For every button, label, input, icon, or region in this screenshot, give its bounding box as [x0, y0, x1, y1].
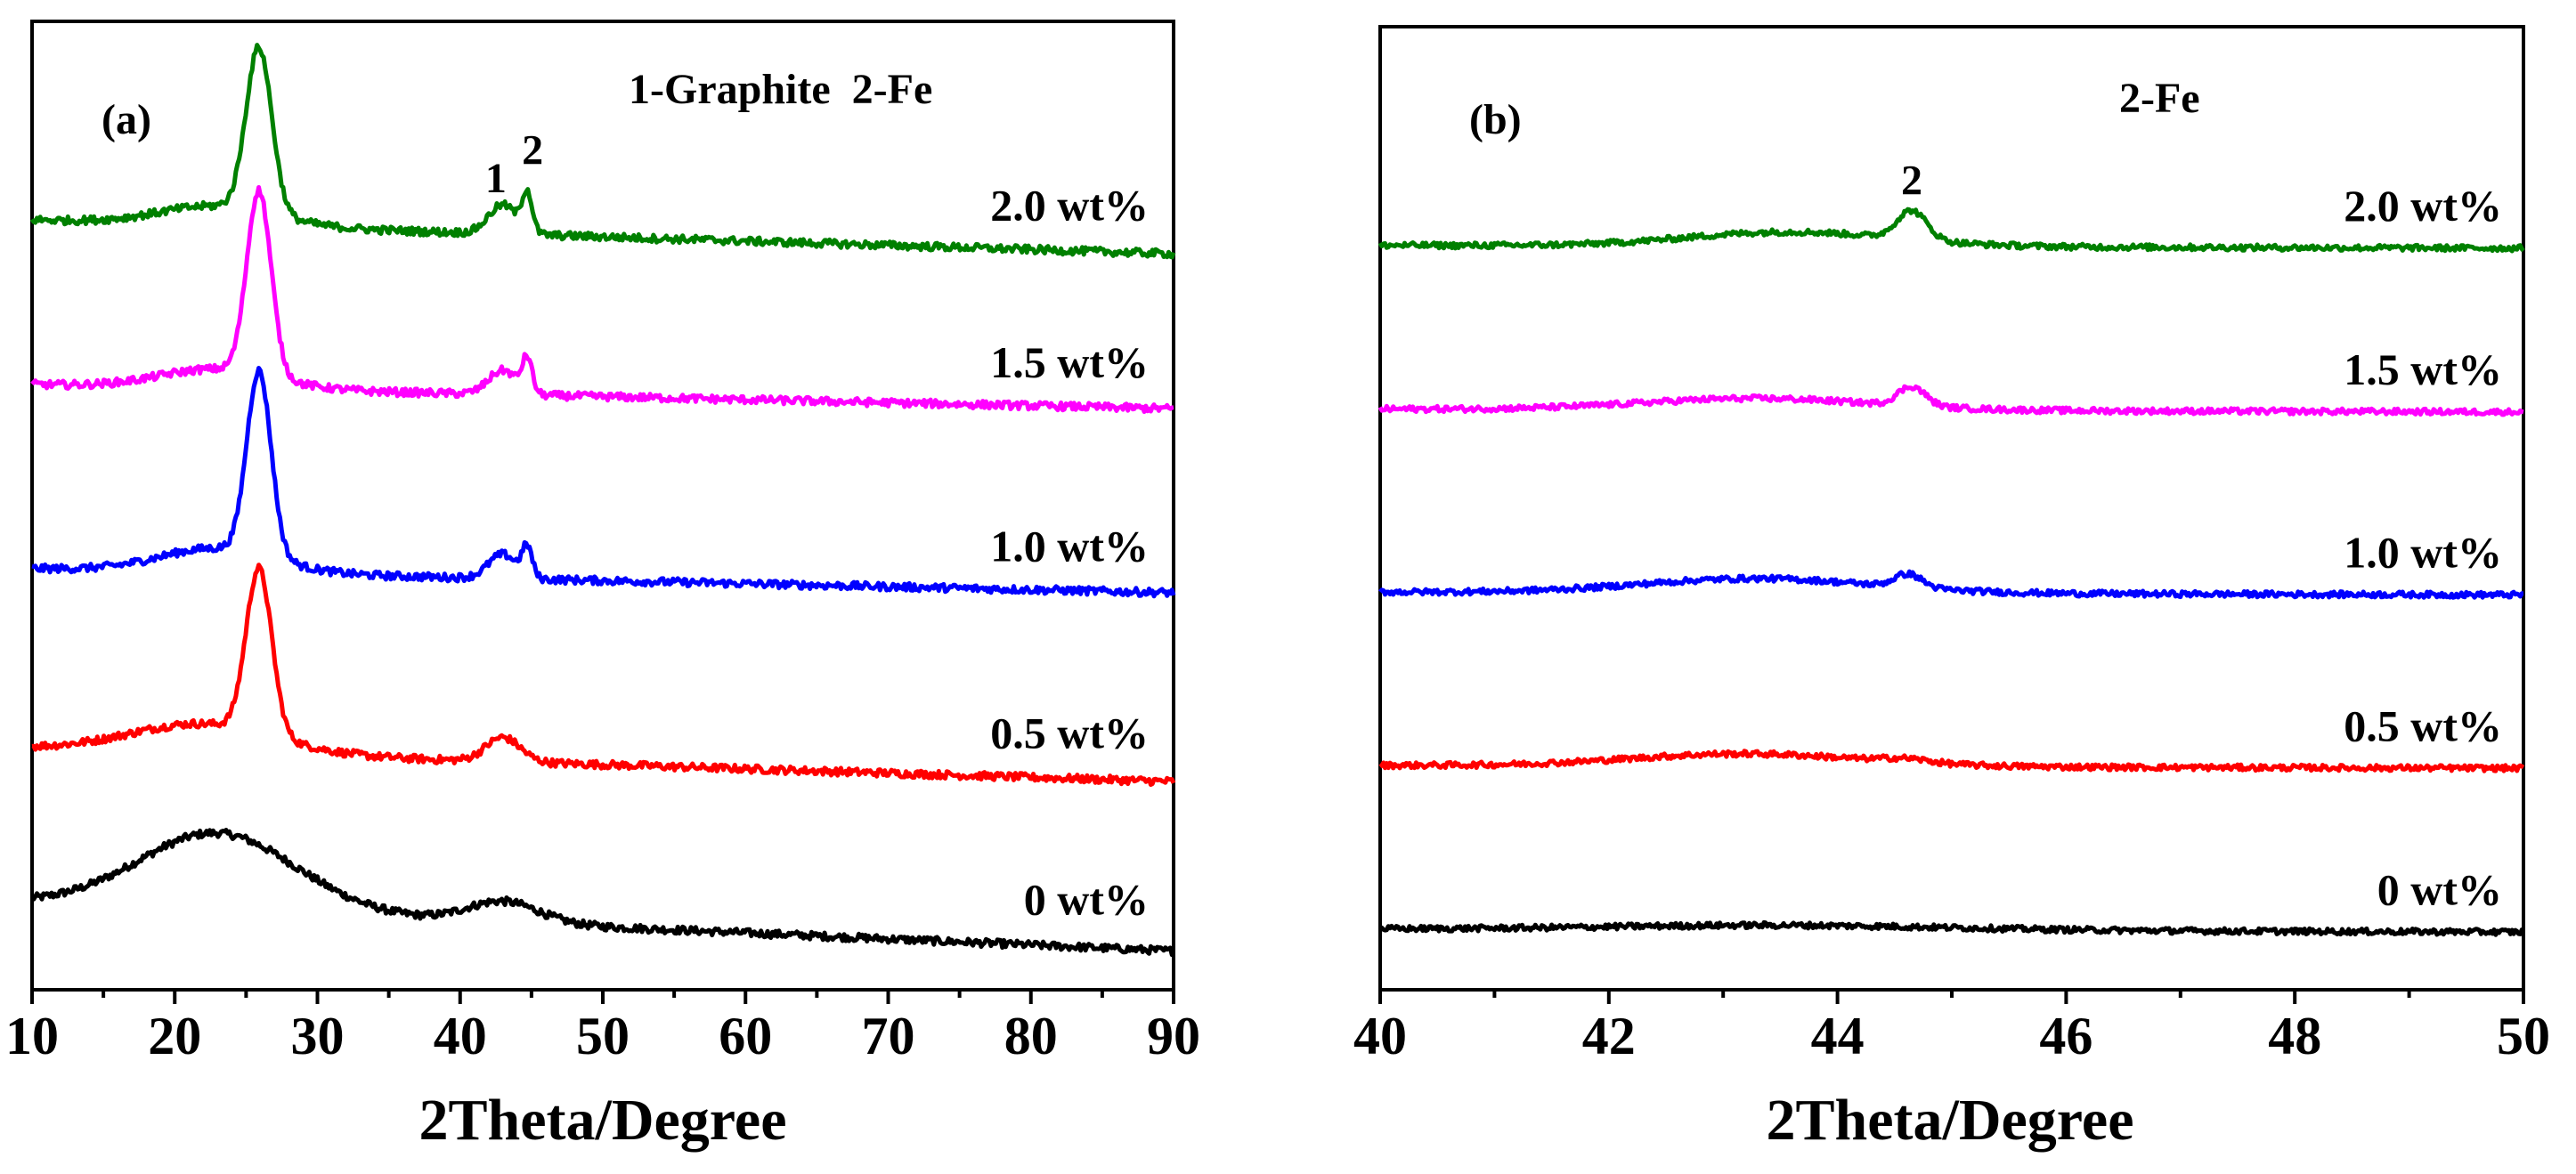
x-tick-label: 50 [576, 1007, 630, 1065]
series-label: 2.0 wt% [990, 181, 1149, 231]
panel-b: 40 42 44 46 48 50 0 wt% 0.5 wt% 1.0 wt% 1.5 wt% 2… [1353, 25, 2550, 1153]
x-tick-label: 42 [1582, 1007, 1636, 1065]
x-tick-label: 20 [148, 1007, 201, 1065]
series-line-0-5-wt- [31, 563, 1176, 787]
x-tick-label: 46 [2039, 1007, 2092, 1065]
peak-label: 1 [485, 155, 507, 202]
series-label: 1.0 wt% [990, 521, 1149, 571]
panel-a: 10 20 30 40 50 60 70 80 90 0 wt% 0.5 wt% 1.0 wt% 1.… [5, 20, 1200, 1153]
panel-a-legend-text: 1-Graphite 2-Fe [629, 66, 932, 113]
series-line-0-wt- [1377, 919, 2525, 937]
series-line-1-5-wt- [30, 185, 1174, 414]
series-label: 1.5 wt% [990, 337, 1149, 387]
panel-a-traces [29, 43, 1176, 958]
panel-a-x-axis-label: 2Theta/Degree [419, 1088, 787, 1153]
series-label: 1.0 wt% [2344, 528, 2502, 578]
panel-b-series-labels: 0 wt% 0.5 wt% 1.0 wt% 1.5 wt% 2.0 wt% [2344, 181, 2502, 914]
series-label: 0 wt% [1024, 875, 1149, 925]
series-line-1-5-wt- [1377, 384, 2524, 417]
series-label: 0.5 wt% [2344, 700, 2502, 750]
panel-a-peak-labels: 112 [485, 126, 543, 202]
panel-b-frame [1378, 25, 2525, 992]
series-line-2-0-wt- [1377, 206, 2525, 254]
x-tick-label: 40 [434, 1007, 487, 1065]
panel-b-x-axis-label: 2Theta/Degree [1767, 1088, 2134, 1153]
x-tick-label: 50 [2497, 1007, 2550, 1065]
panel-b-ticks [1378, 990, 2525, 1004]
panel-a-series-labels: 0 wt% 0.5 wt% 1.0 wt% 1.5 wt% 2.0 wt% [990, 181, 1149, 925]
panel-a-tag: (a) [102, 96, 151, 143]
panel-a-frame [30, 20, 1175, 992]
series-label: 0 wt% [2377, 864, 2502, 914]
series-line-0-5-wt- [1378, 749, 2525, 773]
peak-label: 2 [1901, 157, 1922, 204]
x-tick-label: 70 [862, 1007, 915, 1065]
x-tick-label: 30 [291, 1007, 345, 1065]
series-line-0-wt- [29, 828, 1174, 958]
series-line-1-0-wt- [1378, 569, 2524, 600]
x-tick-label: 90 [1147, 1007, 1200, 1065]
series-label: 0.5 wt% [990, 708, 1149, 757]
panel-a-tick-labels: 10 20 30 40 50 60 70 80 90 [5, 1007, 1200, 1065]
x-tick-label: 60 [719, 1007, 772, 1065]
series-line-2-0-wt- [29, 43, 1176, 260]
panel-b-legend-text: 2-Fe [2119, 75, 2200, 122]
panel-b-tick-labels: 40 42 44 46 48 50 [1353, 1007, 2550, 1065]
x-tick-label: 10 [5, 1007, 59, 1065]
series-label: 2.0 wt% [2344, 181, 2502, 231]
panel-b-traces [1377, 206, 2525, 937]
x-tick-label: 80 [1004, 1007, 1058, 1065]
x-tick-label: 40 [1353, 1007, 1407, 1065]
panel-b-tag: (b) [1469, 96, 1522, 143]
peak-label: 2 [522, 126, 543, 174]
panel-a-ticks [30, 990, 1175, 1004]
x-tick-label: 48 [2268, 1007, 2321, 1065]
series-line-1-0-wt- [31, 366, 1176, 599]
series-label: 1.5 wt% [2344, 344, 2502, 394]
panel-b-peak-labels: 2 [1901, 157, 1922, 204]
x-tick-label: 44 [1811, 1007, 1865, 1065]
